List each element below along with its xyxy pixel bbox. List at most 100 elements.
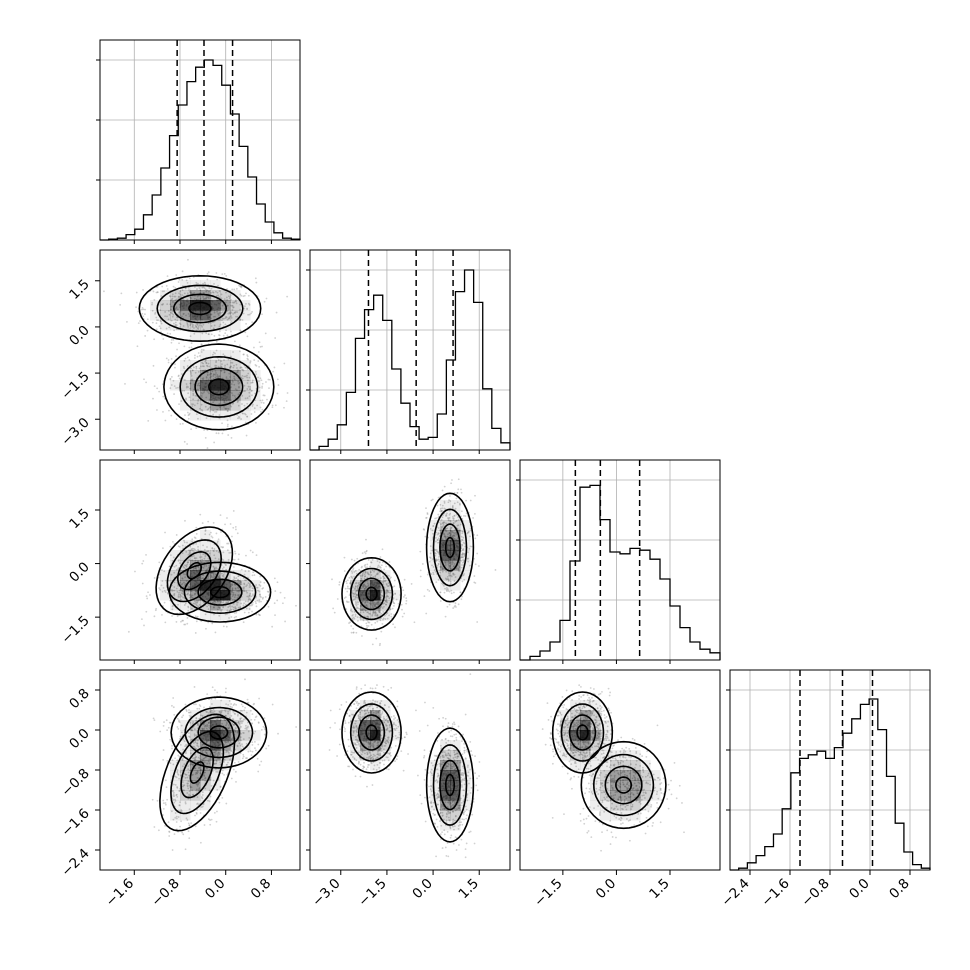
- pair-1-2-scatter: [331, 478, 497, 647]
- ytick-label-1-3: 1.5: [66, 276, 93, 303]
- ytick-label-3-4: 0.8: [66, 686, 93, 713]
- pair-0-2-contours: [155, 526, 272, 623]
- ytick-label-2-0: −1.5: [58, 613, 92, 647]
- pair-0-3-contours: [159, 696, 268, 832]
- pair-2-3-contours: [551, 691, 667, 830]
- pair-0-2-contour-1-1: [183, 570, 257, 615]
- xtick-label-0-1: −0.8: [148, 876, 182, 910]
- pair-2-3-contour-0-1: [560, 703, 605, 762]
- pair-0-3-contour-1-2: [197, 716, 241, 749]
- pair-0-1-contours: [138, 274, 275, 431]
- pair-0-2-contour-1-2: [197, 578, 243, 606]
- xtick-label-3-2: −0.8: [798, 876, 832, 910]
- pair-2-3-contour-1-2: [604, 765, 643, 805]
- ytick-label-3-1: −1.6: [58, 806, 92, 840]
- pair-2-3-contour-0-2: [568, 714, 597, 751]
- xtick-label-3-4: 0.8: [886, 876, 913, 903]
- pair-2-3-contour-1-3: [615, 776, 633, 794]
- hist-panel-1: [306, 249, 511, 451]
- hist-panel-2: [516, 459, 721, 661]
- pair-1-3-contour-0-0: [341, 691, 402, 774]
- pair-1-2-contour-0-2: [357, 577, 386, 611]
- hist-1-steps: [310, 269, 511, 451]
- hist-panel-0: [96, 39, 301, 241]
- hist-2-frame: [519, 459, 721, 661]
- xtick-label-1-2: 0.0: [409, 876, 436, 903]
- xtick-label-1-1: −1.5: [355, 876, 389, 910]
- pair-2-3-contour-1-0: [580, 740, 667, 830]
- pair-panel-1-3: [309, 669, 511, 871]
- pair-0-1-contour-0-1: [156, 284, 244, 333]
- pair-1-2-contour-0-0: [341, 556, 402, 631]
- pair-0-2-contour-0-0: [155, 526, 234, 616]
- pair-0-1-contour-1-3: [208, 378, 230, 396]
- pair-0-1-contour-0-0: [138, 274, 262, 343]
- ytick-label-3-0: −2.4: [58, 846, 92, 880]
- pair-1-2-contour-0-3: [365, 586, 378, 602]
- ytick-label-1-1: −1.5: [58, 369, 92, 403]
- pair-0-2-frame: [99, 459, 301, 661]
- pair-0-1-contour-1-0: [163, 343, 275, 431]
- pair-0-1-frame: [99, 249, 301, 451]
- xtick-label-0-2: 0.0: [202, 876, 229, 903]
- pair-1-2-contour-1-1: [432, 508, 468, 587]
- pair-0-2-density: [160, 530, 261, 621]
- pair-0-3-contour-1-0: [170, 696, 268, 769]
- pair-1-3-contour-1-1: [432, 744, 468, 826]
- hist-2-steps: [520, 484, 721, 661]
- pair-1-2-contour-1-3: [444, 536, 456, 559]
- hist-1-frame: [309, 249, 511, 451]
- pair-0-2-contour-0-3: [186, 561, 202, 580]
- pair-0-1-content: [103, 258, 289, 449]
- pair-1-3-contour-1-3: [444, 773, 456, 797]
- ytick-label-3-2: −0.8: [58, 766, 92, 800]
- pair-1-3-content: [328, 673, 481, 859]
- pair-1-2-frame: [309, 459, 511, 661]
- hist-0-steps: [100, 59, 301, 241]
- pair-2-3-density: [560, 700, 661, 821]
- pair-1-3-contour-0-3: [365, 724, 378, 741]
- pair-1-3-contours: [341, 691, 475, 843]
- xtick-label-0-3: 0.8: [248, 876, 275, 903]
- xtick-label-3-0: −2.4: [718, 876, 752, 910]
- pair-0-1-contour-1-1: [179, 355, 259, 418]
- ytick-label-3-3: 0.0: [66, 726, 93, 753]
- ytick-label-1-0: −3.0: [58, 415, 92, 449]
- ytick-label-2-2: 1.5: [66, 506, 93, 533]
- pair-2-3-contour-0-3: [576, 724, 589, 741]
- pair-0-3-contour-0-3: [189, 761, 205, 784]
- xtick-label-2-0: −1.5: [531, 876, 565, 910]
- pair-1-3-contour-0-1: [349, 703, 394, 762]
- xtick-label-3-1: −1.6: [758, 876, 792, 910]
- pair-1-3-frame: [309, 669, 511, 871]
- pair-0-1-contour-0-3: [188, 301, 212, 316]
- pair-panel-1-2: [309, 459, 511, 661]
- pair-2-3-content: [541, 684, 685, 852]
- pair-2-3-contour-0-0: [551, 691, 614, 774]
- xtick-label-2-1: 0.0: [593, 876, 620, 903]
- pair-0-3-contour-1-3: [209, 725, 229, 740]
- xtick-label-3-3: 0.0: [846, 876, 873, 903]
- pair-1-3-contour-0-2: [357, 714, 386, 751]
- pair-1-3-contour-1-2: [439, 759, 461, 811]
- hist-3-steps: [730, 698, 931, 871]
- pair-0-1-contour-1-2: [194, 367, 244, 407]
- xtick-label-0-0: −1.6: [103, 876, 137, 910]
- xtick-label-1-0: −3.0: [309, 876, 343, 910]
- xtick-label-1-3: 1.5: [456, 876, 483, 903]
- pair-1-2-contours: [341, 492, 475, 631]
- pair-0-1-contour-0-2: [172, 293, 228, 324]
- pair-1-2-contour-0-1: [349, 567, 394, 621]
- pair-panel-2-3: [519, 669, 721, 871]
- pair-0-2-contour-1-3: [209, 585, 231, 599]
- pair-1-2-contour-1-0: [425, 492, 475, 603]
- pair-0-2-contour-1-0: [168, 561, 272, 623]
- pair-1-2-content: [331, 478, 497, 647]
- pair-0-3-contour-0-2: [180, 746, 215, 799]
- pair-0-3-contour-0-0: [159, 713, 236, 832]
- pair-1-3-contour-1-0: [425, 727, 475, 843]
- pair-panel-0-3: [99, 669, 301, 871]
- hist-panel-3: [726, 669, 931, 871]
- pair-panel-0-1: [99, 249, 301, 451]
